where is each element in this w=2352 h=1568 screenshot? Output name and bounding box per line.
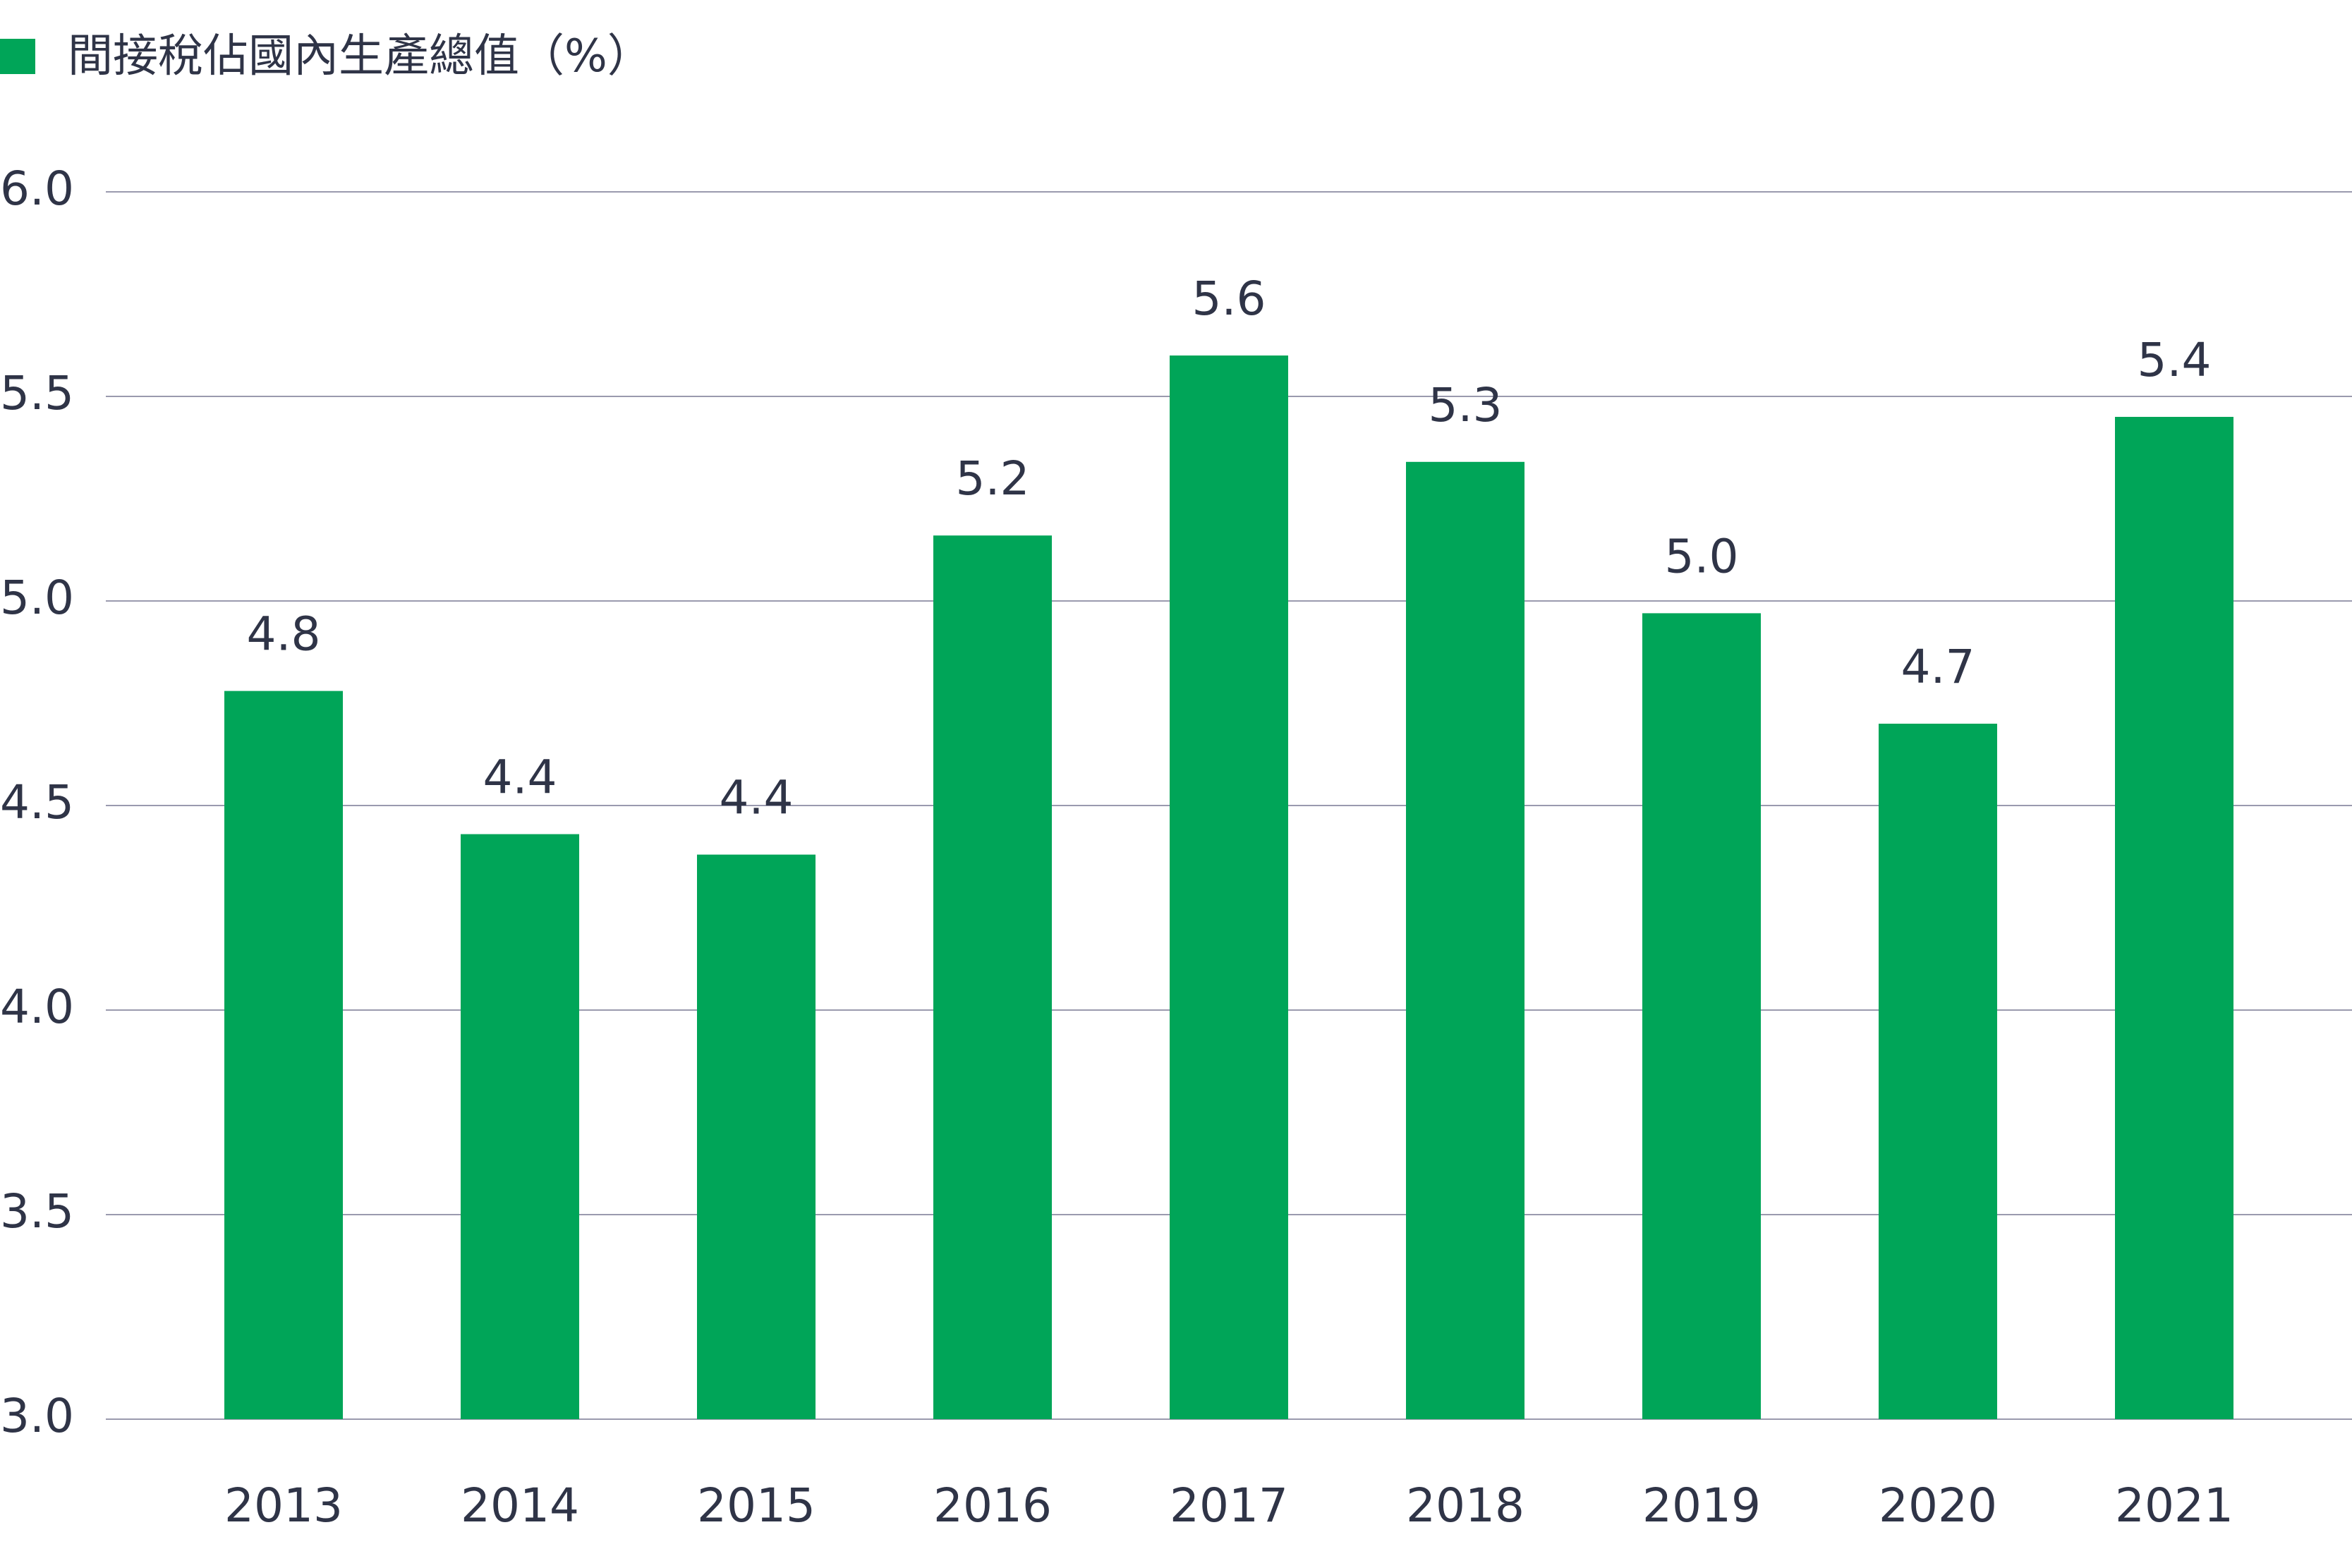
data-label-2019: 5.0 <box>1665 529 1739 583</box>
x-axis: 2013 2014 2015 2016 2017 2018 2019 2020 2021 <box>224 1478 2233 1533</box>
bar-2019 <box>1642 613 1761 1419</box>
bar-2016 <box>933 535 1052 1420</box>
data-label-2013: 4.8 <box>247 607 321 662</box>
bar-2015 <box>697 854 816 1419</box>
x-tick-label: 2017 <box>1170 1478 1288 1533</box>
data-label-2017: 5.6 <box>1192 272 1266 326</box>
bar-2013 <box>224 691 343 1419</box>
data-labels: 4.8 4.4 4.4 5.2 5.6 5.3 5.0 4.7 5.4 <box>247 272 2212 825</box>
x-tick-label: 2020 <box>1879 1478 1997 1533</box>
bar-2020 <box>1879 724 1997 1419</box>
bar-2014 <box>461 834 579 1419</box>
x-tick-label: 2016 <box>933 1478 1052 1533</box>
bar-2017 <box>1170 355 1288 1419</box>
x-tick-label: 2015 <box>697 1478 816 1533</box>
x-tick-label: 2019 <box>1642 1478 1761 1533</box>
x-tick-label: 2018 <box>1406 1478 1524 1533</box>
y-tick-label: 3.0 <box>0 1389 74 1443</box>
legend: 間接稅佔國內生產總值（%） <box>0 28 653 85</box>
data-label-2021: 5.4 <box>2138 333 2212 387</box>
y-tick-label: 5.0 <box>0 571 74 625</box>
bars <box>224 355 2233 1420</box>
data-label-2015: 4.4 <box>720 771 794 825</box>
y-tick-label: 3.5 <box>0 1184 74 1239</box>
y-axis: 3.0 3.5 4.0 4.5 5.0 5.5 6.0 <box>0 162 74 1443</box>
bar-2021 <box>2115 417 2233 1419</box>
bar-2018 <box>1406 461 1524 1419</box>
legend-label: 間接稅佔國內生產總值（%） <box>68 30 653 83</box>
data-label-2020: 4.7 <box>1901 640 1975 694</box>
y-tick-label: 4.5 <box>0 775 74 829</box>
legend-swatch <box>0 39 35 74</box>
x-tick-label: 2013 <box>224 1478 343 1533</box>
y-tick-label: 6.0 <box>0 162 74 216</box>
x-tick-label: 2021 <box>2115 1478 2233 1533</box>
y-tick-label: 4.0 <box>0 980 74 1034</box>
x-tick-label: 2014 <box>461 1478 579 1533</box>
y-tick-label: 5.5 <box>0 366 74 420</box>
data-label-2018: 5.3 <box>1429 378 1503 432</box>
data-label-2014: 4.4 <box>483 750 557 805</box>
data-label-2016: 5.2 <box>956 451 1030 506</box>
